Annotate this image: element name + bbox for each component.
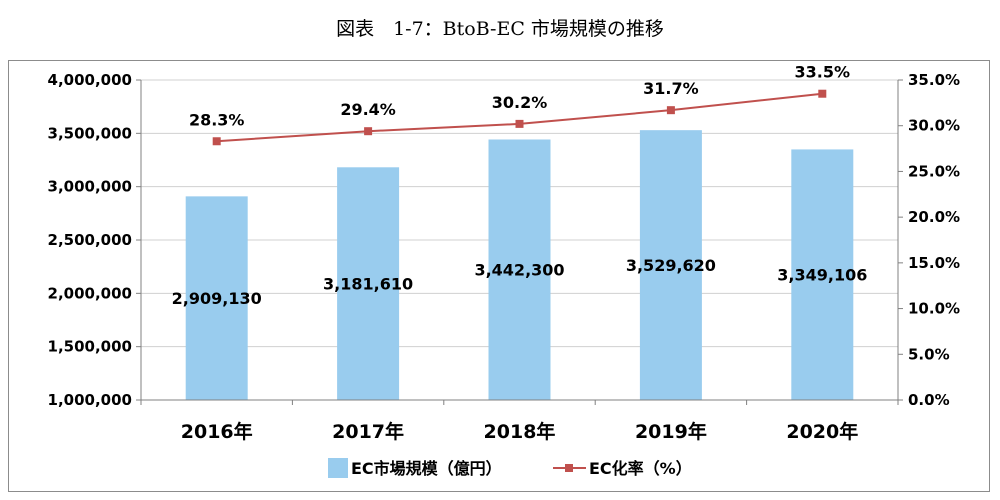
bar-value-label: 3,181,610 xyxy=(323,275,413,294)
left-tick-label: 4,000,000 xyxy=(48,71,132,89)
line-marker xyxy=(515,119,524,128)
left-tick-label: 2,500,000 xyxy=(48,231,132,249)
right-tick-label: 25.0% xyxy=(908,162,960,180)
line-marker xyxy=(212,137,221,146)
line-value-label: 29.4% xyxy=(340,100,396,119)
data-labels: 2,909,130 3,181,610 3,442,300 3,529,620 3,34… xyxy=(172,63,868,308)
x-tick-label: 2017年 xyxy=(332,420,404,443)
bar-value-label: 3,529,620 xyxy=(626,256,716,275)
left-tick-label: 2,000,000 xyxy=(48,284,132,302)
line-marker xyxy=(666,106,675,115)
left-tick-label: 1,000,000 xyxy=(48,391,132,409)
legend-bar-swatch xyxy=(328,458,348,478)
legend-line-label: EC化率（%） xyxy=(589,459,692,478)
line-marker xyxy=(364,127,373,136)
right-tick-label: 35.0% xyxy=(908,71,960,89)
line-marker xyxy=(818,89,827,98)
bar xyxy=(488,139,551,400)
line-series xyxy=(212,89,827,146)
left-tick-label: 3,000,000 xyxy=(48,178,132,196)
right-tick-label: 15.0% xyxy=(908,254,960,272)
bar xyxy=(639,130,702,400)
bar-series xyxy=(185,130,854,400)
chart-frame xyxy=(8,60,990,492)
axes: 1,000,000 1,500,000 2,000,000 2,500,000 3,00… xyxy=(48,71,961,443)
left-tick-label: 1,500,000 xyxy=(48,338,132,356)
legend-bar-label: EC市場規模（億円） xyxy=(351,459,502,478)
legend: EC市場規模（億円） EC化率（%） xyxy=(328,458,692,478)
right-tick-label: 0.0% xyxy=(908,391,950,409)
x-tick-label: 2018年 xyxy=(484,420,556,443)
legend-line-marker xyxy=(565,464,573,472)
line-value-label: 28.3% xyxy=(189,110,245,129)
bar xyxy=(337,167,400,400)
bar-value-label: 2,909,130 xyxy=(172,289,262,308)
line-value-label: 33.5% xyxy=(795,63,851,82)
line-value-label: 30.2% xyxy=(492,93,548,112)
bar-value-label: 3,442,300 xyxy=(474,261,564,280)
x-tick-label: 2019年 xyxy=(635,420,707,443)
bar xyxy=(791,149,854,400)
figure-caption: 図表 1-7：BtoB-EC 市場規模の推移 xyxy=(336,18,664,40)
right-tick-label: 20.0% xyxy=(908,208,960,226)
x-tick-label: 2016年 xyxy=(181,420,253,443)
bar-value-label: 3,349,106 xyxy=(777,266,867,285)
left-tick-label: 3,500,000 xyxy=(48,124,132,142)
line-value-label: 31.7% xyxy=(643,79,699,98)
right-tick-label: 30.0% xyxy=(908,117,960,135)
bar xyxy=(185,196,248,400)
right-tick-label: 10.0% xyxy=(908,300,960,318)
right-tick-label: 5.0% xyxy=(908,345,950,363)
x-tick-label: 2020年 xyxy=(786,420,858,443)
